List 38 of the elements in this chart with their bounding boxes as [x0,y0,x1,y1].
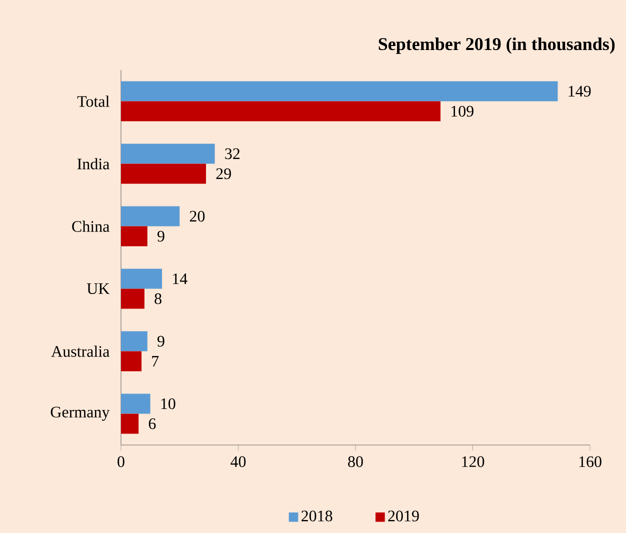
y-tick-label: UK [86,283,110,294]
x-tick-label: 120 [462,456,484,468]
bar [121,101,441,122]
x-tick-label: 40 [230,456,246,468]
bar [121,164,206,184]
bar [121,414,139,434]
x-tick-label: 160 [579,456,602,468]
data-label: 20 [190,210,205,222]
data-label: 9 [158,230,164,242]
y-tick-label: Total [77,96,110,107]
legend-label: 2018 [302,510,332,522]
data-label: 149 [568,86,591,97]
bar [121,206,180,226]
y-tick-label: Germany [50,406,110,421]
bar [121,288,144,309]
data-label: 29 [216,168,231,180]
chart-title: September 2019 (in thousands) [378,38,615,54]
x-tick-label: 0 [118,456,124,468]
bar [121,351,142,372]
data-label: 14 [173,273,188,284]
bar [121,394,150,414]
bar [121,144,215,164]
data-label: 7 [152,356,159,366]
bar [121,268,162,289]
data-label: 109 [452,106,474,117]
bar [121,226,148,246]
data-label: 9 [158,336,164,347]
data-label: 6 [148,418,156,430]
data-label: 10 [161,398,176,410]
data-label: 8 [154,293,162,304]
bar [121,81,558,102]
bar [121,331,148,352]
legend-label: 2019 [388,510,419,522]
y-tick-label: Australia [51,346,110,357]
data-label: 32 [225,148,240,160]
x-tick-label: 80 [348,456,363,468]
y-tick-label: China [72,220,110,232]
y-tick-label: India [77,158,110,170]
